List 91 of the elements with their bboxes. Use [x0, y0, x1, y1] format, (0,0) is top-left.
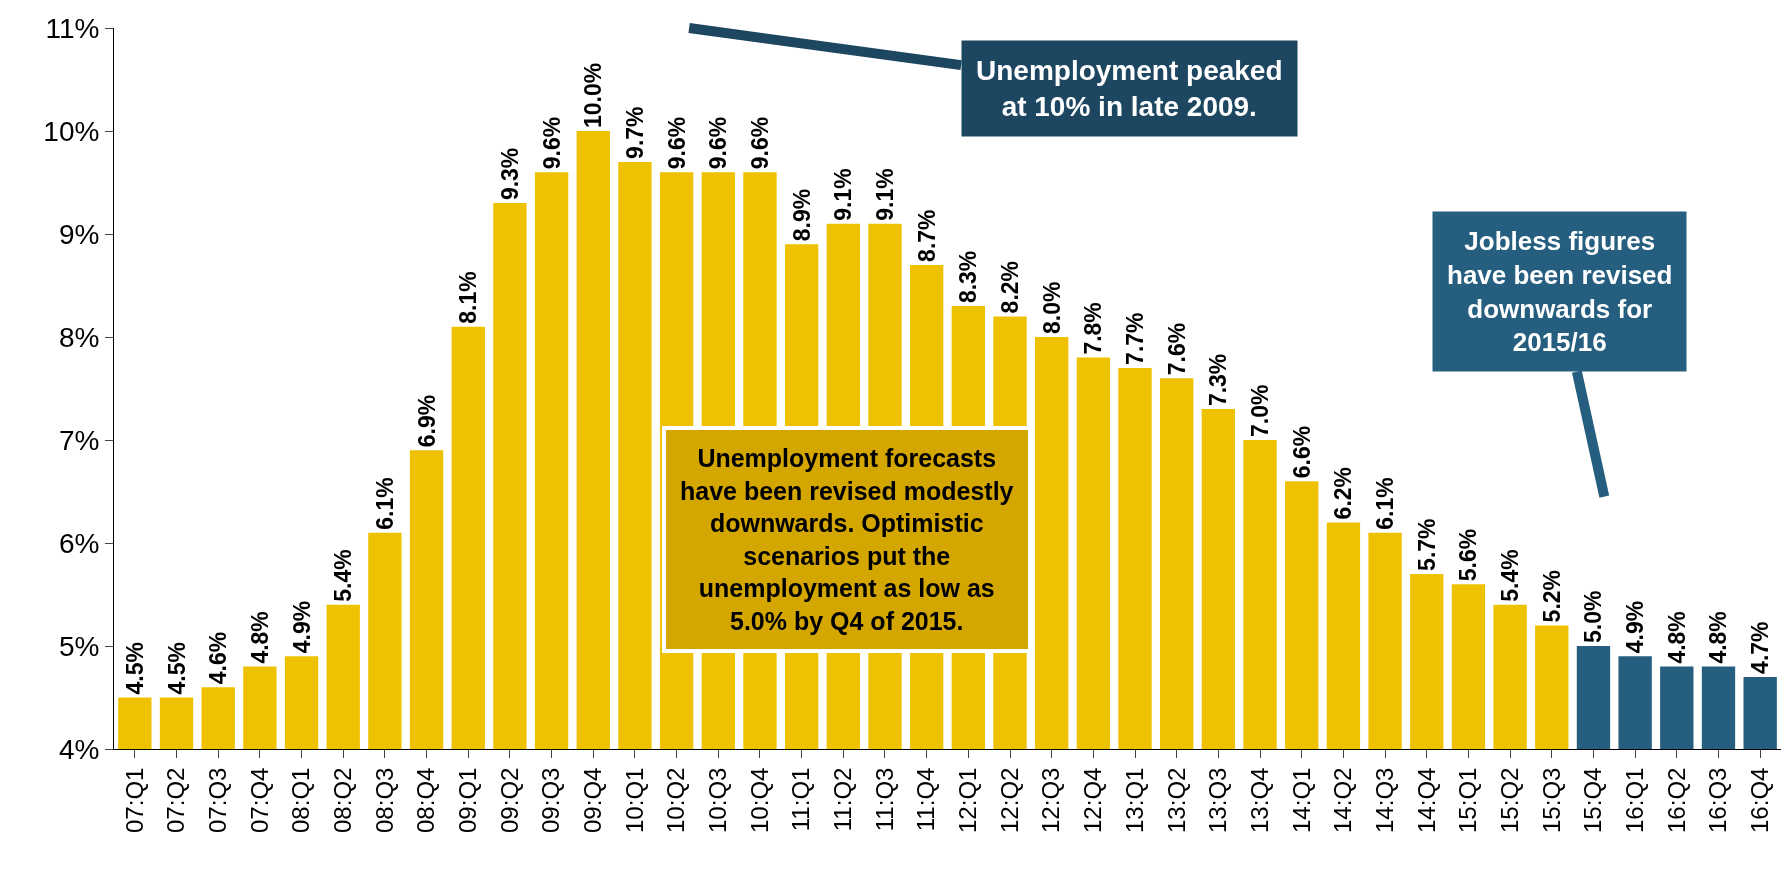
x-tick-label: 08:Q1 [287, 767, 315, 833]
x-tick-label: 08:Q2 [329, 767, 357, 833]
data-label: 4.6% [205, 631, 232, 685]
x-tick-label: 09:Q3 [537, 767, 565, 833]
data-label: 8.2% [997, 260, 1024, 314]
data-label: 5.0% [1580, 590, 1607, 643]
data-label: 9.1% [830, 168, 857, 221]
x-tick-label: 07:Q4 [245, 767, 273, 833]
data-label: 7.3% [1205, 353, 1232, 407]
data-label: 7.0% [1247, 384, 1274, 437]
x-tick-label: 14:Q1 [1287, 767, 1315, 833]
data-label: 10.0% [580, 62, 607, 128]
x-tick-label: 12:Q3 [1037, 767, 1065, 833]
data-label: 9.3% [496, 147, 523, 201]
x-tick-label: 11:Q2 [829, 767, 857, 832]
x-tick-label: 15:Q1 [1454, 767, 1482, 833]
y-tick-label: 8% [58, 321, 100, 353]
annotation: Unemployment forecasts have been revised modestly downwards. Optimistic scenarios put the unemployment as low as 5.0% by Q4 of 2015. [680, 444, 1014, 635]
y-tick-label: 11% [45, 12, 100, 44]
x-tick-label: 11:Q4 [912, 767, 940, 832]
data-label: 4.8% [1705, 611, 1732, 664]
x-tick-label: 12:Q2 [995, 767, 1023, 833]
data-label: 5.2% [1538, 569, 1565, 623]
y-tick-label: 7% [58, 424, 100, 456]
x-tick-label: 09:Q2 [495, 767, 523, 833]
x-tick-label: 15:Q4 [1579, 767, 1607, 833]
x-tick-label: 11:Q3 [870, 767, 898, 832]
data-label: 6.1% [1372, 477, 1399, 530]
data-label: 6.1% [371, 477, 398, 530]
x-tick-label: 16:Q4 [1745, 767, 1773, 833]
x-tick-label: 10:Q4 [745, 767, 773, 833]
data-label: 9.6% [746, 116, 773, 170]
x-tick-label: 13:Q2 [1162, 767, 1190, 833]
x-tick-label: 10:Q2 [662, 767, 690, 833]
data-label: 8.3% [955, 250, 982, 304]
x-tick-label: 15:Q2 [1495, 767, 1523, 833]
x-tick-label: 11:Q1 [787, 767, 815, 832]
data-label: 9.1% [871, 168, 898, 221]
y-tick-label: 5% [58, 630, 100, 662]
annotation: Jobless figures have been revised downwards for 2015/16 [1447, 226, 1673, 358]
data-label: 4.5% [163, 642, 190, 695]
data-label: 9.6% [538, 116, 565, 170]
x-tick-label: 08:Q4 [412, 767, 440, 833]
y-tick-label: 10% [43, 115, 100, 147]
data-label: 9.7% [621, 106, 648, 159]
data-label: 6.2% [1330, 466, 1357, 520]
y-tick-label: 6% [58, 527, 100, 559]
data-label: 6.9% [413, 394, 440, 448]
data-label: 5.4% [330, 549, 357, 602]
x-tick-label: 14:Q4 [1412, 767, 1440, 833]
data-label: 7.6% [1163, 322, 1190, 376]
y-tick-label: 9% [58, 218, 100, 250]
x-tick-label: 10:Q3 [704, 767, 732, 833]
data-label: 4.9% [288, 600, 315, 654]
data-label: 8.0% [1038, 281, 1065, 334]
data-label: 4.5% [121, 642, 148, 695]
x-tick-label: 07:Q2 [162, 767, 190, 833]
x-tick-label: 12:Q1 [954, 767, 982, 833]
data-label: 5.6% [1455, 528, 1482, 582]
data-label: 4.7% [1747, 621, 1774, 674]
x-tick-label: 16:Q1 [1620, 767, 1648, 833]
x-tick-label: 07:Q3 [203, 767, 231, 833]
data-label: 5.7% [1413, 518, 1440, 571]
data-label: 8.9% [788, 188, 815, 242]
x-tick-label: 13:Q4 [1245, 767, 1273, 833]
x-tick-label: 12:Q4 [1079, 767, 1107, 833]
annotation: Unemployment peaked at 10% in late 2009. [976, 55, 1283, 123]
x-tick-label: 10:Q1 [620, 767, 648, 833]
data-label: 7.7% [1122, 312, 1149, 365]
x-tick-label: 16:Q2 [1662, 767, 1690, 833]
x-tick-label: 08:Q3 [370, 767, 398, 833]
data-label: 8.7% [913, 209, 940, 262]
data-label: 4.9% [1622, 600, 1649, 654]
data-label: 7.8% [1080, 302, 1107, 355]
x-tick-label: 09:Q1 [454, 767, 482, 833]
x-tick-label: 16:Q3 [1704, 767, 1732, 833]
x-tick-label: 15:Q3 [1537, 767, 1565, 833]
x-tick-label: 13:Q3 [1204, 767, 1232, 833]
data-label: 5.4% [1497, 549, 1524, 602]
x-tick-label: 14:Q3 [1370, 767, 1398, 833]
x-tick-label: 09:Q4 [579, 767, 607, 833]
x-tick-label: 14:Q2 [1329, 767, 1357, 833]
data-label: 6.6% [1288, 425, 1315, 479]
data-label: 4.8% [1663, 611, 1690, 664]
x-tick-label: 13:Q1 [1120, 767, 1148, 833]
x-tick-label: 07:Q1 [120, 767, 148, 833]
data-label: 8.1% [455, 271, 482, 324]
data-label: 9.6% [705, 116, 732, 170]
data-label: 9.6% [663, 116, 690, 170]
data-label: 4.8% [246, 611, 273, 664]
y-tick-label: 4% [58, 733, 100, 765]
